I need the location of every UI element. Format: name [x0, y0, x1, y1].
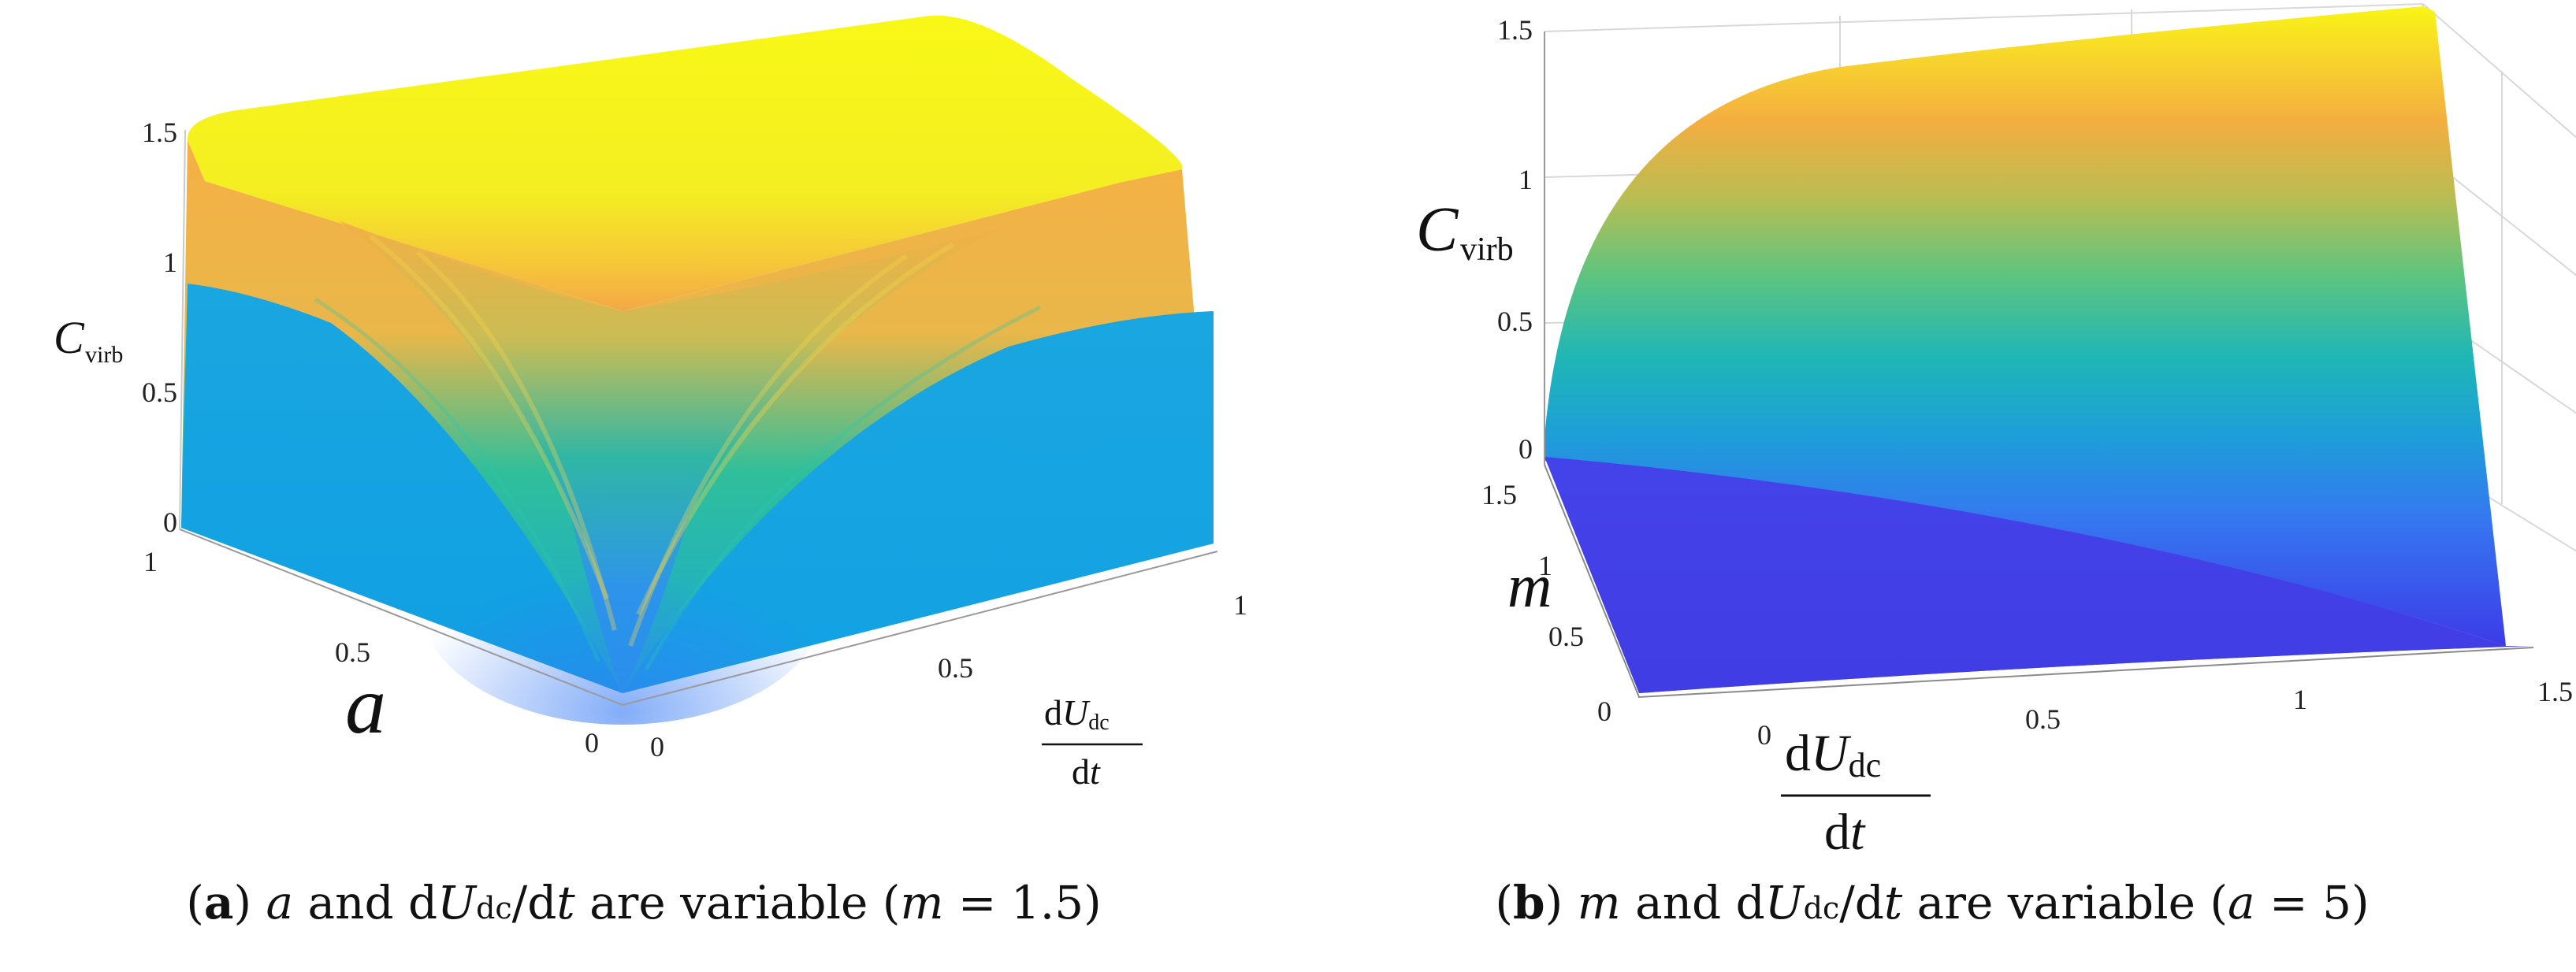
x-axis-label-b: m	[1507, 551, 1552, 620]
z-tick: 1.5	[1497, 14, 1533, 46]
surface-top-a	[187, 15, 1183, 311]
y-tick: 0.5	[2025, 703, 2061, 735]
panel-a: 1.5 1 0.5 0 1 0.5 0 0 0.5 1 C virb a dUd…	[54, 15, 1247, 929]
caption-b: (b) m and dUdc/dt are variable (a = 5)	[1495, 876, 2370, 929]
y-tick: 1.5	[2537, 676, 2573, 707]
z-tick: 0	[1518, 433, 1533, 465]
caption-a: (a) a and dUdc/dt are variable (m = 1.5)	[186, 876, 1102, 929]
surface-plot-a: 1.5 1 0.5 0 1 0.5 0 0 0.5 1 C virb a dUd…	[54, 15, 1247, 792]
x-axis-ticks-b: 1.5 1 0.5 0	[1481, 479, 1611, 727]
svg-text:dUdc: dUdc	[1044, 692, 1110, 735]
x-tick: 1	[143, 546, 158, 577]
svg-text:dt: dt	[1072, 751, 1101, 792]
y-tick: 0.5	[938, 652, 973, 684]
z-axis-label-b: C virb	[1416, 195, 1514, 268]
x-tick: 0	[585, 727, 599, 759]
x-axis-ticks-a: 1 0.5 0	[143, 546, 599, 759]
svg-text:virb: virb	[1460, 232, 1514, 268]
y-axis-label-a: dUdc dt	[1042, 692, 1143, 792]
x-tick: 0.5	[335, 636, 370, 668]
z-axis-ticks-a: 1.5 1 0.5 0	[142, 117, 177, 538]
x-tick: 0	[1597, 696, 1611, 727]
z-axis-ticks-b: 1.5 1 0.5 0	[1497, 14, 1533, 465]
z-tick: 1.5	[142, 117, 177, 148]
z-tick: 1	[1518, 164, 1533, 195]
svg-text:virb: virb	[85, 342, 123, 368]
x-tick: 1	[1538, 550, 1552, 581]
z-axis-label-a: C virb	[54, 312, 123, 368]
surface-valley-a	[339, 221, 1001, 693]
z-tick: 0	[163, 506, 177, 538]
y-tick: 0	[1757, 719, 1771, 751]
y-axis-ticks-a: 0 0.5 1	[650, 589, 1247, 762]
svg-text:C: C	[54, 312, 85, 363]
x-axis-label-a: a	[345, 660, 386, 751]
z-tick: 0.5	[1497, 306, 1533, 337]
y-tick: 1	[1233, 589, 1247, 621]
z-tick: 0.5	[142, 377, 177, 408]
y-axis-label-b: dUdc dt	[1781, 725, 1931, 861]
z-tick: 1	[163, 247, 177, 278]
panel-b: 1.5 1 0.5 0 1.5 1 0.5 0 0 0.5 1 1.5 C vi…	[1288, 0, 2576, 972]
x-tick: 0.5	[1548, 621, 1584, 652]
y-tick: 1	[2293, 684, 2307, 715]
y-tick: 0	[650, 731, 664, 762]
x-tick: 1.5	[1481, 479, 1517, 510]
svg-text:dt: dt	[1824, 803, 1866, 861]
surface-plot-b: 1.5 1 0.5 0 1.5 1 0.5 0 0 0.5 1 1.5 C vi…	[1416, 3, 2576, 861]
svg-text:dUdc: dUdc	[1785, 725, 1881, 785]
svg-text:C: C	[1416, 195, 1459, 265]
y-axis-ticks-b: 0 0.5 1 1.5	[1757, 676, 2573, 751]
